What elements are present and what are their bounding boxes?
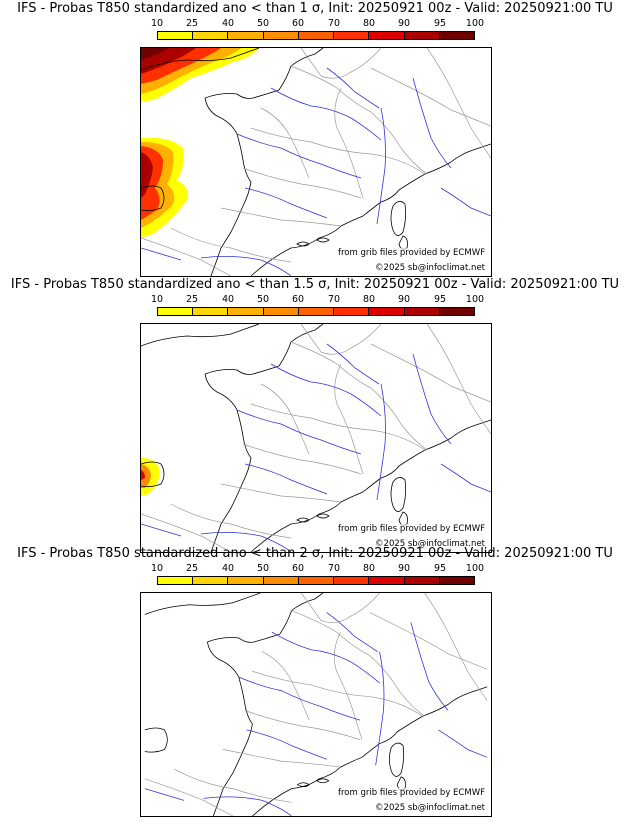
shade-w-80 bbox=[141, 470, 145, 480]
map-panel-3: IFS - Probas T850 standardized ano < tha… bbox=[0, 545, 630, 821]
colorbar-label-95: 95 bbox=[433, 294, 447, 305]
map-frame: from grib files provided by ECMWF ©2025 … bbox=[140, 323, 492, 553]
colorbar-label-100: 100 bbox=[465, 294, 485, 305]
colorbar-swatch bbox=[298, 32, 335, 39]
map-graphic bbox=[144, 593, 488, 816]
colorbar-swatch bbox=[263, 32, 299, 39]
colorbar-label-70: 70 bbox=[327, 294, 341, 305]
colorbar-swatch bbox=[263, 308, 299, 315]
coastline bbox=[141, 48, 491, 276]
colorbar-swatch bbox=[369, 577, 405, 584]
colorbar-swatch bbox=[334, 32, 370, 39]
credit-copyright: ©2025 sb@infoclimat.net bbox=[375, 803, 485, 813]
colorbar-swatch bbox=[193, 32, 229, 39]
colorbar-label-95: 95 bbox=[433, 18, 447, 29]
colorbar-label-50: 50 bbox=[256, 294, 270, 305]
colorbar-swatch bbox=[158, 308, 194, 315]
colorbar-swatch bbox=[369, 308, 405, 315]
colorbar-swatch bbox=[404, 308, 440, 315]
colorbar-label-10: 10 bbox=[150, 563, 164, 574]
admin-borders bbox=[144, 593, 488, 816]
colorbar-swatch bbox=[334, 577, 370, 584]
credit-copyright: ©2025 sb@infoclimat.net bbox=[375, 539, 485, 549]
coastline bbox=[141, 324, 491, 552]
colorbar-label-50: 50 bbox=[256, 563, 270, 574]
shade-w-90 bbox=[141, 152, 153, 198]
panel-title: IFS - Probas T850 standardized ano < tha… bbox=[17, 546, 613, 561]
colorbar-label-10: 10 bbox=[150, 18, 164, 29]
colorbar bbox=[157, 576, 475, 585]
colorbar-labels: 10 25 40 50 60 70 80 90 95 100 bbox=[140, 294, 484, 306]
admin-borders bbox=[141, 324, 491, 552]
colorbar-label-25: 25 bbox=[185, 563, 199, 574]
map-frame: from grib files provided by ECMWF ©2025 … bbox=[140, 592, 492, 817]
colorbar-label-90: 90 bbox=[397, 563, 411, 574]
probability-shading bbox=[141, 458, 160, 496]
colorbar-label-40: 40 bbox=[221, 563, 235, 574]
colorbar-label-60: 60 bbox=[291, 294, 305, 305]
colorbar-label-40: 40 bbox=[221, 18, 235, 29]
colorbar-label-25: 25 bbox=[185, 18, 199, 29]
rivers bbox=[141, 67, 491, 276]
colorbar-swatch bbox=[369, 32, 405, 39]
colorbar-swatch bbox=[404, 32, 440, 39]
colorbar-label-90: 90 bbox=[397, 18, 411, 29]
colorbar-label-100: 100 bbox=[465, 18, 485, 29]
map-panel-2: IFS - Probas T850 standardized ano < tha… bbox=[0, 276, 630, 553]
colorbar bbox=[157, 307, 475, 316]
colorbar-label-60: 60 bbox=[291, 563, 305, 574]
panel-title: IFS - Probas T850 standardized ano < tha… bbox=[17, 1, 613, 16]
colorbar-swatch bbox=[298, 308, 335, 315]
colorbar-label-40: 40 bbox=[221, 294, 235, 305]
colorbar-swatch bbox=[439, 577, 474, 584]
credit-source: from grib files provided by ECMWF bbox=[338, 248, 485, 258]
colorbar-swatch bbox=[439, 308, 474, 315]
panel-title: IFS - Probas T850 standardized ano < tha… bbox=[10, 277, 620, 292]
map-graphic bbox=[141, 324, 491, 552]
colorbar-swatch bbox=[228, 308, 264, 315]
colorbar-labels: 10 25 40 50 60 70 80 90 95 100 bbox=[140, 563, 484, 575]
colorbar-swatch bbox=[193, 577, 229, 584]
colorbar-swatch bbox=[158, 577, 194, 584]
map-frame: from grib files provided by ECMWF ©2025 … bbox=[140, 47, 492, 277]
colorbar-swatch bbox=[298, 577, 335, 584]
colorbar-swatch bbox=[334, 308, 370, 315]
coastline bbox=[144, 593, 488, 816]
rivers bbox=[144, 612, 488, 816]
colorbar-label-25: 25 bbox=[185, 294, 199, 305]
colorbar-label-80: 80 bbox=[362, 294, 376, 305]
colorbar-label-10: 10 bbox=[150, 294, 164, 305]
colorbar-label-90: 90 bbox=[397, 294, 411, 305]
probability-shading bbox=[141, 48, 259, 238]
map-panel-1: IFS - Probas T850 standardized ano < tha… bbox=[0, 0, 630, 277]
colorbar-label-80: 80 bbox=[362, 563, 376, 574]
colorbar-swatch bbox=[263, 577, 299, 584]
colorbar-swatch bbox=[193, 308, 229, 315]
colorbar-swatch bbox=[158, 32, 194, 39]
colorbar bbox=[157, 31, 475, 40]
colorbar-label-95: 95 bbox=[433, 563, 447, 574]
map-graphic bbox=[141, 48, 491, 276]
colorbar-label-70: 70 bbox=[327, 18, 341, 29]
credit-source: from grib files provided by ECMWF bbox=[338, 524, 485, 534]
shade-nw-95 bbox=[141, 48, 169, 60]
colorbar-label-100: 100 bbox=[465, 563, 485, 574]
shade-w-50 bbox=[141, 464, 151, 488]
colorbar-swatch bbox=[228, 577, 264, 584]
colorbar-swatch bbox=[228, 32, 264, 39]
colorbar-label-50: 50 bbox=[256, 18, 270, 29]
colorbar-swatch bbox=[404, 577, 440, 584]
admin-borders bbox=[141, 48, 491, 276]
credit-source: from grib files provided by ECMWF bbox=[338, 788, 485, 798]
colorbar-label-60: 60 bbox=[291, 18, 305, 29]
colorbar-swatch bbox=[439, 32, 474, 39]
credit-copyright: ©2025 sb@infoclimat.net bbox=[375, 263, 485, 273]
colorbar-label-70: 70 bbox=[327, 563, 341, 574]
colorbar-labels: 10 25 40 50 60 70 80 90 95 100 bbox=[140, 18, 484, 30]
colorbar-label-80: 80 bbox=[362, 18, 376, 29]
rivers bbox=[141, 343, 491, 552]
